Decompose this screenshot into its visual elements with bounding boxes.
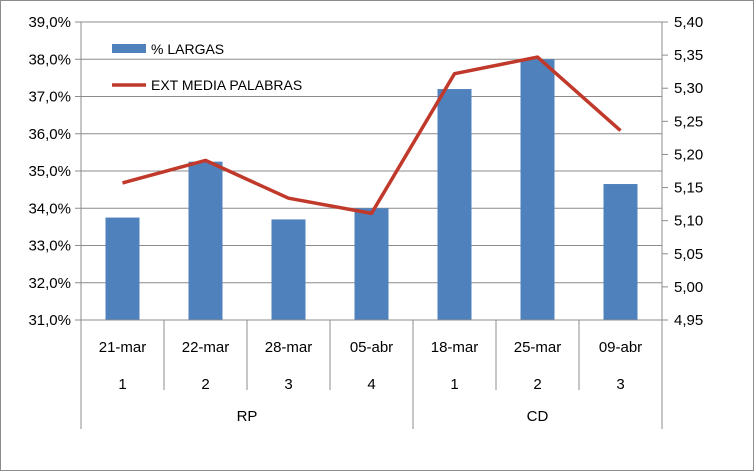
y-right-tick-label: 5,30: [674, 80, 703, 97]
y-left-tick-label: 34,0%: [28, 200, 71, 217]
bar[interactable]: [437, 89, 472, 320]
y-right-tick-label: 5,05: [674, 246, 703, 263]
bar[interactable]: [354, 208, 389, 320]
y-left-tick-label: 39,0%: [28, 14, 71, 31]
legend-swatch-bars: [112, 44, 146, 53]
x-category-label: 25-mar: [514, 339, 562, 356]
bar[interactable]: [603, 184, 638, 320]
y-right-tick-label: 5,10: [674, 213, 703, 230]
x-category-number: 1: [118, 376, 126, 393]
x-category-number: 2: [201, 376, 209, 393]
y-left-tick-label: 31,0%: [28, 312, 71, 329]
x-category-number: 4: [367, 376, 375, 393]
y-left-tick-label: 36,0%: [28, 126, 71, 143]
line-series[interactable]: [122, 55, 622, 216]
x-category-label: 05-abr: [350, 339, 393, 356]
x-category-number: 1: [450, 376, 458, 393]
x-category-label: 09-abr: [599, 339, 642, 356]
y-right-tick-label: 5,20: [674, 146, 703, 163]
y-right-tick-label: 5,40: [674, 14, 703, 31]
y-left-tick-label: 32,0%: [28, 275, 71, 292]
bar[interactable]: [188, 161, 223, 320]
x-category-label: 21-mar: [99, 339, 147, 356]
x-category-number: 3: [616, 376, 624, 393]
x-category-label: 28-mar: [265, 339, 313, 356]
y-right-tick-label: 5,25: [674, 113, 703, 130]
bar[interactable]: [105, 217, 140, 320]
x-category-label: 18-mar: [431, 339, 479, 356]
y-right-tick-label: 4,95: [674, 312, 703, 329]
x-category-number: 3: [284, 376, 292, 393]
y-left-tick-label: 38,0%: [28, 51, 71, 68]
x-category-label: 22-mar: [182, 339, 230, 356]
y-right-tick-label: 5,00: [674, 279, 703, 296]
legend-label-line: EXT MEDIA PALABRAS: [151, 77, 302, 93]
y-right-tick-label: 5,15: [674, 180, 703, 197]
y-right-tick-label: 5,35: [674, 47, 703, 64]
bar[interactable]: [271, 219, 306, 320]
y-left-tick-label: 33,0%: [28, 238, 71, 255]
y-left-tick-label: 37,0%: [28, 89, 71, 106]
bar[interactable]: [520, 59, 555, 320]
x-group-label: CD: [527, 408, 549, 425]
x-category-number: 2: [533, 376, 541, 393]
y-left-tick-label: 35,0%: [28, 163, 71, 180]
x-group-label: RP: [237, 408, 258, 425]
legend-label-bars: % LARGAS: [151, 41, 224, 57]
